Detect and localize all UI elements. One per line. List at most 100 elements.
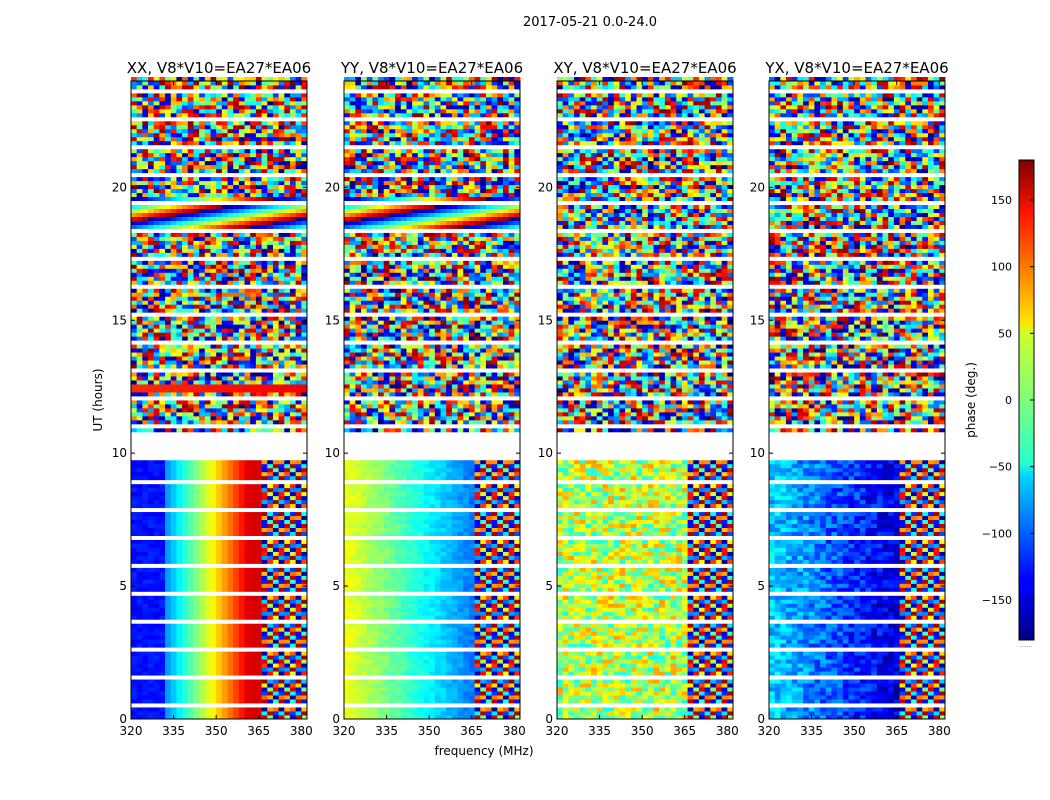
heatmap-cell xyxy=(221,575,228,580)
heatmap-cell xyxy=(244,368,251,373)
heatmap-cell xyxy=(284,559,291,564)
heatmap-cell xyxy=(199,475,206,481)
heatmap-cell xyxy=(204,384,211,389)
heatmap-cell xyxy=(289,372,297,377)
heatmap-cell xyxy=(136,619,143,624)
heatmap-cell xyxy=(289,212,297,217)
heatmap-cell xyxy=(250,419,257,425)
heatmap-cell xyxy=(284,136,291,142)
heatmap-cell xyxy=(204,248,211,253)
heatmap-cell xyxy=(255,300,262,305)
heatmap-cell xyxy=(261,643,268,648)
heatmap-cell xyxy=(165,84,172,90)
heatmap-cell xyxy=(170,439,177,445)
heatmap-cell xyxy=(193,687,200,692)
heatmap-cell xyxy=(267,527,274,532)
heatmap-cell xyxy=(278,483,285,489)
heatmap-cell xyxy=(131,667,138,672)
heatmap-cell xyxy=(278,392,285,397)
heatmap-cell xyxy=(170,647,177,652)
heatmap-cell xyxy=(261,435,268,441)
heatmap-cell xyxy=(261,256,268,261)
heatmap-cell xyxy=(238,216,245,221)
heatmap-cell xyxy=(267,240,274,245)
heatmap-cell xyxy=(272,300,280,305)
heatmap-cell xyxy=(159,703,166,708)
heatmap-cell xyxy=(301,400,308,405)
heatmap-cell xyxy=(301,232,308,237)
heatmap-cell xyxy=(210,340,217,345)
heatmap-cell xyxy=(267,691,274,696)
heatmap-cell xyxy=(165,128,172,134)
heatmap-cell xyxy=(193,364,200,369)
heatmap-cell xyxy=(261,104,268,110)
heatmap-cell xyxy=(301,160,308,166)
heatmap-cell xyxy=(295,519,302,525)
heatmap-cell xyxy=(153,431,160,437)
heatmap-cell xyxy=(250,615,257,620)
heatmap-cell xyxy=(182,487,189,493)
heatmap-cell xyxy=(199,627,206,632)
heatmap-cell xyxy=(176,216,183,221)
heatmap-cell xyxy=(301,683,308,688)
heatmap-cell xyxy=(233,551,240,556)
heatmap-cell xyxy=(176,647,183,652)
heatmap-cell xyxy=(187,459,194,465)
heatmap-cell xyxy=(182,348,189,353)
heatmap-cell xyxy=(170,467,177,473)
heatmap-cell xyxy=(289,459,297,465)
heatmap-cell xyxy=(284,320,291,325)
heatmap-cell xyxy=(238,124,245,130)
heatmap-cell xyxy=(142,344,149,349)
heatmap-cell xyxy=(216,639,223,644)
heatmap-cell xyxy=(142,587,149,592)
heatmap-cell xyxy=(148,256,155,261)
heatmap-cell xyxy=(182,180,189,186)
heatmap-cell xyxy=(131,400,138,405)
heatmap-cell xyxy=(244,455,251,461)
heatmap-cell xyxy=(148,451,155,457)
heatmap-cell xyxy=(153,132,160,138)
heatmap-cell xyxy=(176,380,183,385)
heatmap-cell xyxy=(301,467,308,473)
heatmap-cell xyxy=(199,579,206,584)
heatmap-cell xyxy=(170,144,177,150)
heatmap-cell xyxy=(204,531,211,536)
heatmap-cell xyxy=(210,423,217,429)
heatmap-cell xyxy=(301,356,308,361)
heatmap-cell xyxy=(165,467,172,473)
heatmap-cell xyxy=(187,92,194,98)
heatmap-cell xyxy=(278,439,285,445)
heatmap-cell xyxy=(261,699,268,704)
heatmap-cell xyxy=(199,300,206,305)
heatmap-cell xyxy=(244,172,251,178)
heatmap-cell xyxy=(227,579,234,584)
heatmap-cell xyxy=(204,156,211,162)
heatmap-cell xyxy=(244,180,251,186)
heatmap-cell xyxy=(261,451,268,457)
heatmap-cell xyxy=(250,340,257,345)
heatmap-cell xyxy=(267,591,274,596)
heatmap-cell xyxy=(250,220,257,225)
heatmap-cell xyxy=(244,407,251,413)
heatmap-cell xyxy=(204,316,211,321)
heatmap-cell xyxy=(233,148,240,154)
heatmap-cell xyxy=(165,639,172,644)
heatmap-cell xyxy=(170,547,177,552)
heatmap-cell xyxy=(295,687,302,692)
heatmap-cell xyxy=(244,352,251,357)
heatmap-cell xyxy=(233,439,240,445)
heatmap-cell xyxy=(159,352,166,357)
heatmap-cell xyxy=(244,479,251,485)
heatmap-cell xyxy=(142,695,149,700)
heatmap-cell xyxy=(284,196,291,202)
heatmap-cell xyxy=(238,663,245,668)
heatmap-cell xyxy=(165,268,172,273)
heatmap-cell xyxy=(261,507,268,513)
heatmap-cell xyxy=(182,172,189,178)
heatmap-cell xyxy=(267,232,274,237)
heatmap-cell xyxy=(284,168,291,174)
heatmap-cell xyxy=(170,92,177,98)
heatmap-cell xyxy=(233,543,240,548)
